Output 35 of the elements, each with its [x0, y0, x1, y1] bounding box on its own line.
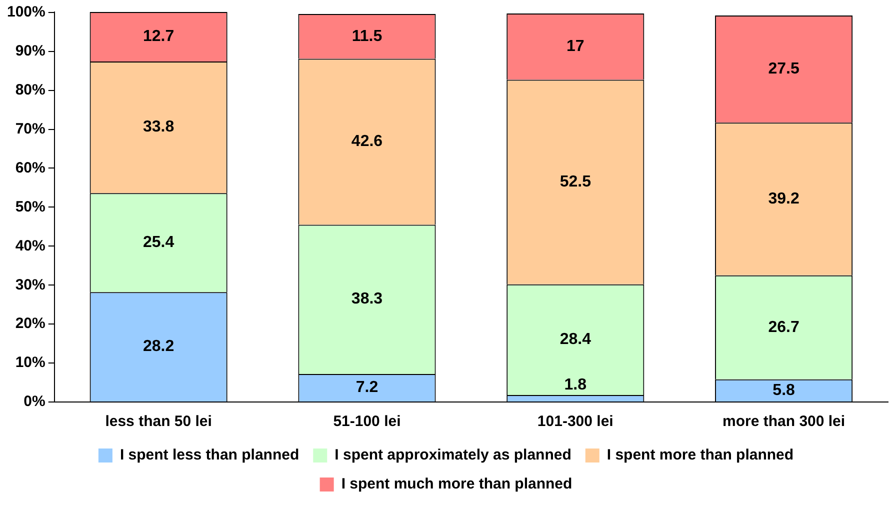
legend-label: I spent more than planned	[606, 446, 794, 464]
y-tick-label: 20%	[15, 315, 46, 332]
y-tick-label: 90%	[15, 42, 46, 60]
data-label: 5.8	[772, 382, 796, 399]
data-label: 25.4	[143, 234, 174, 252]
y-tick-label: 100%	[6, 4, 46, 21]
y-tick-label: 80%	[15, 81, 46, 98]
y-tick-label: 0%	[24, 393, 46, 410]
data-label: 52.5	[560, 173, 592, 190]
y-tick-label: 10%	[15, 354, 46, 372]
data-label: 38.3	[351, 290, 383, 308]
data-label: 12.7	[143, 28, 174, 46]
data-label: 28.4	[560, 331, 592, 348]
data-label: 7.2	[356, 379, 378, 396]
data-label: 11.5	[352, 28, 382, 45]
x-tick-label: less than 50 lei	[105, 413, 212, 430]
y-tick-label: 70%	[15, 120, 46, 138]
data-label: 39.2	[768, 190, 800, 208]
y-tick-label: 30%	[15, 276, 46, 294]
legend-label: I spent much more than planned	[341, 476, 572, 493]
data-label: 27.5	[768, 60, 800, 78]
x-tick-label: 101-300 lei	[537, 413, 614, 430]
data-label: 26.7	[768, 318, 800, 336]
data-label: 33.8	[143, 118, 174, 136]
data-label: 1.8	[564, 376, 587, 394]
y-tick-label: 60%	[15, 159, 46, 176]
legend-label: I spent approximately as planned	[334, 446, 572, 464]
data-label: 17	[566, 38, 584, 56]
data-label: 42.6	[351, 133, 383, 150]
x-tick-label: more than 300 lei	[722, 413, 846, 430]
y-tick-label: 50%	[15, 198, 46, 216]
y-tick-label: 40%	[15, 237, 46, 254]
legend-label: I spent less than planned	[120, 446, 300, 464]
x-tick-label: 51-100 lei	[333, 413, 401, 430]
data-label: 28.2	[143, 338, 174, 356]
